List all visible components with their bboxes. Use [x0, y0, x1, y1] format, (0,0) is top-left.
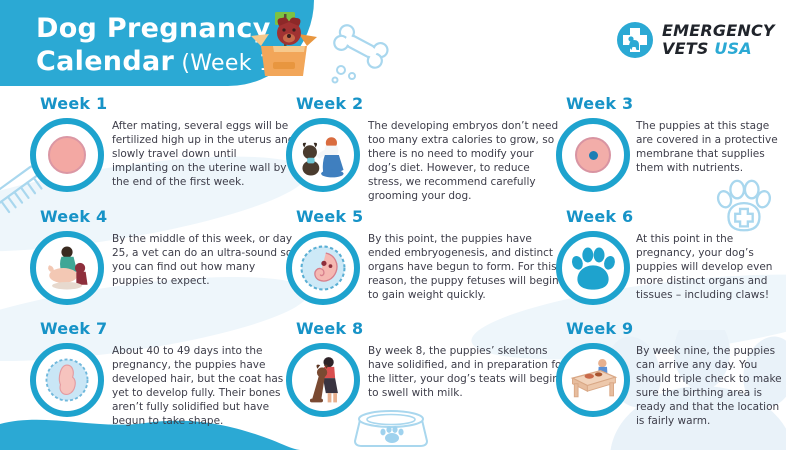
vet-cross-icon — [617, 22, 653, 58]
bottom-wave-shape — [0, 419, 300, 450]
week-card-3: Week 3 The puppies at this stage are cov… — [556, 94, 784, 192]
fetus-icon — [30, 343, 104, 417]
week-card-8: Week 8 By week 8, the puppies’ skeletons… — [286, 319, 566, 417]
week-card-7: Week 7 About 40 to 49 days into the preg… — [30, 319, 292, 429]
week-8-title: Week 8 — [296, 319, 364, 338]
week-4-title: Week 4 — [40, 207, 108, 226]
week-7-description: About 40 to 49 days into the pregnancy, … — [112, 345, 284, 427]
week-1-title: Week 1 — [40, 94, 108, 113]
grooming-dog-icon — [286, 118, 360, 192]
paw-cross-icon — [716, 179, 772, 232]
paw-print-icon — [556, 231, 630, 305]
emergency-vets-usa-logo: EMERGENCY VETS USA — [616, 21, 775, 59]
week-4-description: By the middle of this week, or day 25, a… — [112, 233, 293, 287]
vet-ultrasound-icon — [30, 231, 104, 305]
week-card-5: Week 5 By this point, the puppies have e… — [286, 207, 560, 305]
week-card-6: Week 6 At this point in the pregnancy, y… — [556, 207, 778, 305]
week-card-9: Week 9 By week nine, the puppies can arr… — [556, 319, 784, 429]
week-3-title: Week 3 — [566, 94, 634, 113]
week-7-title: Week 7 — [40, 319, 108, 338]
fertilized-egg-icon — [30, 118, 104, 192]
week-3-description: The puppies at this stage are covered in… — [636, 120, 778, 174]
logo-line1: EMERGENCY — [662, 21, 775, 41]
week-2-description: The developing embryos don’t need too ma… — [368, 120, 559, 202]
logo-line2: VETS USA — [662, 39, 752, 58]
week-9-description: By week nine, the puppies can arrive any… — [636, 345, 782, 427]
bone-icon — [331, 24, 389, 84]
week-6-title: Week 6 — [566, 207, 634, 226]
whelping-box-icon — [556, 343, 630, 417]
week-8-description: By week 8, the puppies’ skeletons have s… — [368, 345, 566, 399]
week-9-title: Week 9 — [566, 319, 634, 338]
title-line1: Dog Pregnancy — [36, 13, 271, 44]
dog-in-box-illustration — [251, 12, 317, 76]
dog-with-owner-icon — [286, 343, 360, 417]
week-2-title: Week 2 — [296, 94, 364, 113]
week-card-2: Week 2 The developing embryos don’t need… — [286, 94, 564, 204]
week-1-description: After mating, several eggs will be ferti… — [112, 120, 295, 188]
dog-bowl-icon — [353, 410, 429, 447]
week-card-4: Week 4 By the middle of this week, or da… — [30, 207, 294, 305]
week-5-title: Week 5 — [296, 207, 364, 226]
embryo-icon — [286, 231, 360, 305]
logo-text: EMERGENCY VETS USA — [662, 22, 775, 58]
week-card-1: Week 1 After mating, several eggs will b… — [30, 94, 296, 192]
week-6-description: At this point in the pregnancy, your dog… — [636, 233, 773, 301]
week-5-description: By this point, the puppies have ended em… — [368, 233, 559, 301]
logo-usa: USA — [714, 39, 752, 58]
cell-membrane-icon — [556, 118, 630, 192]
